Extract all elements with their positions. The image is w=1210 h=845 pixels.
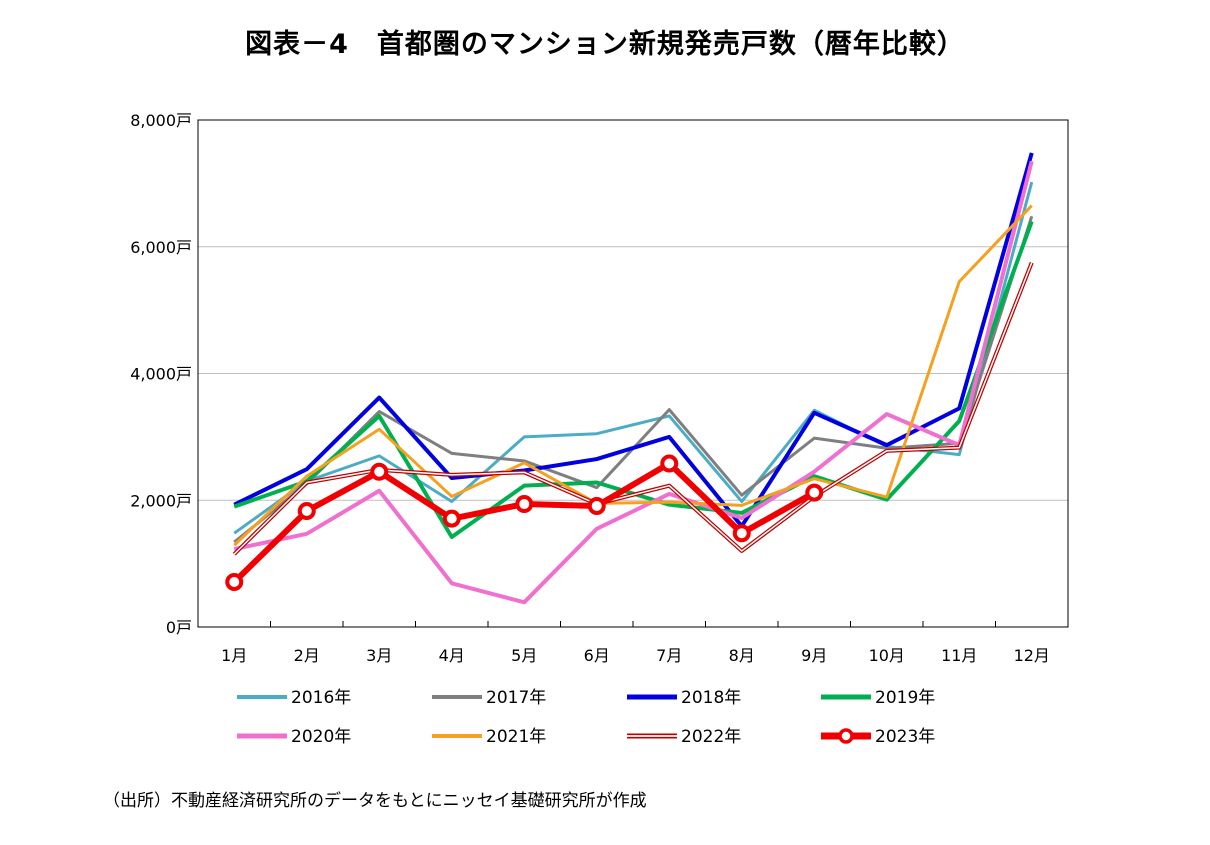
data-point <box>442 509 461 528</box>
x-tick-label: 12月 <box>1014 646 1050 665</box>
data-point <box>370 462 389 481</box>
x-tick-label: 3月 <box>366 646 392 665</box>
x-tick-label: 1月 <box>221 646 247 665</box>
x-tick-label: 8月 <box>729 646 755 665</box>
series-line <box>233 220 1034 540</box>
legend-label: 2018年 <box>681 688 741 708</box>
series-line <box>233 181 1034 535</box>
series-line <box>233 160 1034 605</box>
legend-entry: 2018年 <box>627 688 741 708</box>
legend-label: 2023年 <box>875 727 935 747</box>
legend-entry: 2019年 <box>821 688 935 708</box>
data-point <box>660 454 679 473</box>
legend-entry: 2021年 <box>432 727 546 747</box>
legend-label: 2017年 <box>486 688 546 708</box>
legend-label: 2016年 <box>291 688 351 708</box>
series-lines <box>225 152 1034 605</box>
series-line <box>233 204 1033 547</box>
series-2016年 <box>233 181 1034 535</box>
legend-label: 2019年 <box>875 688 935 708</box>
x-tick-label: 11月 <box>941 646 977 665</box>
x-tick-label: 5月 <box>511 646 537 665</box>
legend-entry: 2016年 <box>237 688 351 708</box>
legend-entry: 2020年 <box>237 727 351 747</box>
series-line <box>233 152 1034 529</box>
x-tick-label: 10月 <box>869 646 905 665</box>
x-tick-label: 6月 <box>584 646 610 665</box>
legend: 2016年 2017年 2018年 2019年 2020年 2021年 2022年 2023年 <box>237 688 935 747</box>
y-tick-label: 4,000戸 <box>130 365 192 384</box>
x-tick-label: 7月 <box>656 646 682 665</box>
data-point <box>732 524 751 543</box>
axes: 0戸 2,000戸 4,000戸 6,000戸 8,000戸 1月 2月 3月 4月 5月 6月 7月… <box>130 111 1050 665</box>
data-point <box>805 483 824 502</box>
legend-entry: 2017年 <box>432 688 546 708</box>
legend-entry: 2023年 <box>821 727 935 747</box>
series-2020年 <box>233 160 1034 605</box>
data-point <box>515 495 534 514</box>
series-2019年 <box>233 220 1034 540</box>
x-tick-label: 4月 <box>439 646 465 665</box>
series-2021年 <box>233 204 1033 547</box>
series-2018年 <box>233 152 1034 529</box>
legend-label: 2022年 <box>681 727 741 747</box>
legend-marker <box>838 728 854 744</box>
data-point <box>225 573 244 592</box>
legend-label: 2021年 <box>486 727 546 747</box>
y-tick-label: 6,000戸 <box>130 238 192 257</box>
source-note: （出所）不動産経済研究所のデータをもとにニッセイ基礎研究所が作成 <box>103 791 647 811</box>
data-point <box>587 496 606 515</box>
data-point <box>297 502 316 521</box>
y-tick-label: 0戸 <box>166 618 192 637</box>
y-tick-label: 8,000戸 <box>130 111 192 130</box>
legend-entry: 2022年 <box>627 727 741 747</box>
y-tick-label: 2,000戸 <box>130 491 192 510</box>
gridlines <box>198 246 1068 501</box>
x-tick-label: 2月 <box>294 646 320 665</box>
legend-label: 2020年 <box>291 727 351 747</box>
series-2022年 <box>232 261 1034 556</box>
series-2023年 <box>225 454 824 592</box>
series-line-inner <box>233 262 1033 555</box>
x-tick-label: 9月 <box>801 646 827 665</box>
chart-title: 図表－4 首都圏のマンション新規発売戸数（暦年比較） <box>245 29 965 60</box>
